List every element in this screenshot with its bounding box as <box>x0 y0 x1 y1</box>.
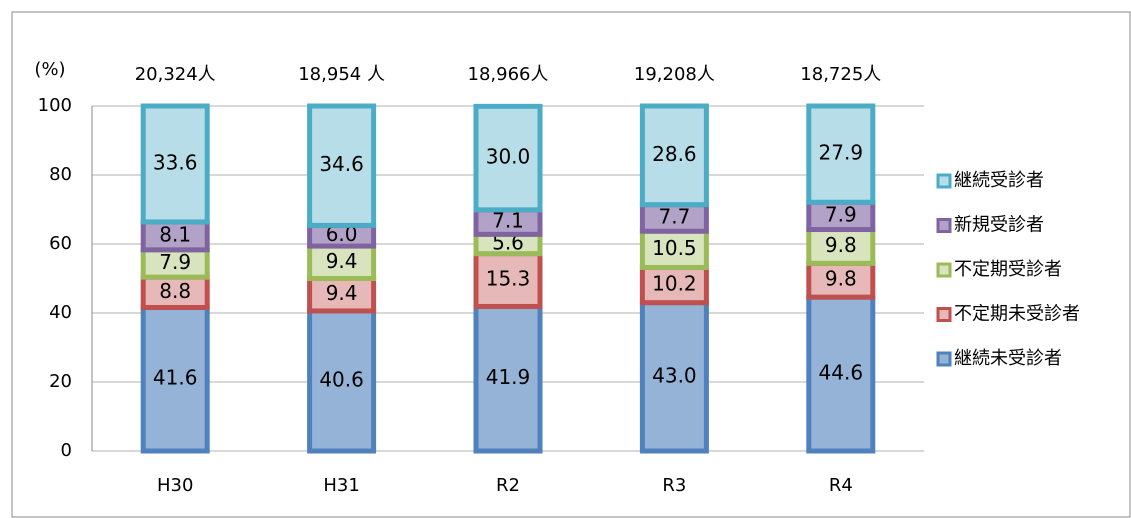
y-tick-label: 20 <box>49 371 72 392</box>
bar-segment <box>307 243 377 282</box>
total-label: 20,324人 <box>135 64 216 85</box>
legend-swatch <box>936 218 952 233</box>
y-tick-label: 40 <box>49 302 72 323</box>
y-tick-label: 80 <box>49 164 72 185</box>
x-tick-label: H31 <box>323 475 359 496</box>
y-tick-label: 100 <box>38 95 72 116</box>
data-label: 9.8 <box>825 267 857 291</box>
bar-segment <box>639 202 709 234</box>
bar-segment <box>806 227 876 266</box>
bar-segment <box>307 308 377 454</box>
bar-segment <box>140 304 210 454</box>
data-label: 44.6 <box>819 361 864 385</box>
total-label: 18,725人 <box>800 64 881 85</box>
data-label: 33.6 <box>153 150 198 174</box>
data-label: 10.5 <box>652 236 697 260</box>
total-label: 18,954 人 <box>298 64 385 85</box>
bar-segment <box>307 103 377 228</box>
data-label: 8.1 <box>159 222 191 246</box>
legend-swatch <box>936 351 952 367</box>
total-label: 18,966人 <box>468 64 549 85</box>
bar-segment <box>639 300 709 454</box>
bar-segment <box>140 219 210 253</box>
data-label: 7.9 <box>159 250 191 274</box>
data-label: 41.9 <box>486 365 531 389</box>
bar-segment <box>140 103 210 225</box>
y-tick-label: 60 <box>49 233 72 254</box>
bar-segment <box>473 207 543 237</box>
bar-segment <box>473 103 543 213</box>
y-axis-label: (%) <box>34 59 65 80</box>
x-tick-label: H30 <box>157 475 193 496</box>
data-label: 15.3 <box>486 267 531 291</box>
bar-segment <box>639 103 709 208</box>
bar-segment <box>140 247 210 280</box>
x-tick-label: R2 <box>496 475 520 496</box>
legend-label: 継続受診者 <box>954 170 1044 191</box>
legend-label: 不定期未受診者 <box>954 304 1080 325</box>
x-tick-label: R4 <box>829 475 853 496</box>
legend-label: 新規受診者 <box>954 215 1044 236</box>
legend-swatch <box>936 173 952 189</box>
x-tick-label: R3 <box>662 475 686 496</box>
data-label: 7.7 <box>658 204 690 228</box>
data-label: 9.4 <box>326 249 358 273</box>
legend-label: 不定期受診者 <box>954 259 1062 280</box>
legend-swatch <box>936 262 952 278</box>
data-label: 30.0 <box>486 145 531 169</box>
data-label: 9.8 <box>825 233 857 257</box>
bar-segment <box>473 251 543 309</box>
data-label: 28.6 <box>652 142 697 166</box>
data-label: 27.9 <box>819 141 864 165</box>
y-tick-label: 0 <box>61 440 72 461</box>
bar-segment <box>806 103 876 205</box>
data-label: 43.0 <box>652 363 697 387</box>
total-label: 19,208人 <box>634 64 715 85</box>
data-label: 40.6 <box>319 367 364 391</box>
data-label: 7.9 <box>825 202 857 226</box>
data-label: 7.1 <box>492 209 524 233</box>
data-label: 41.6 <box>153 366 198 390</box>
data-label: 9.4 <box>326 281 358 305</box>
data-label: 8.8 <box>159 279 191 303</box>
legend-swatch <box>936 307 952 322</box>
legend-label: 継続未受診者 <box>954 348 1062 369</box>
data-label: 10.2 <box>652 272 697 296</box>
data-label: 34.6 <box>319 152 364 176</box>
